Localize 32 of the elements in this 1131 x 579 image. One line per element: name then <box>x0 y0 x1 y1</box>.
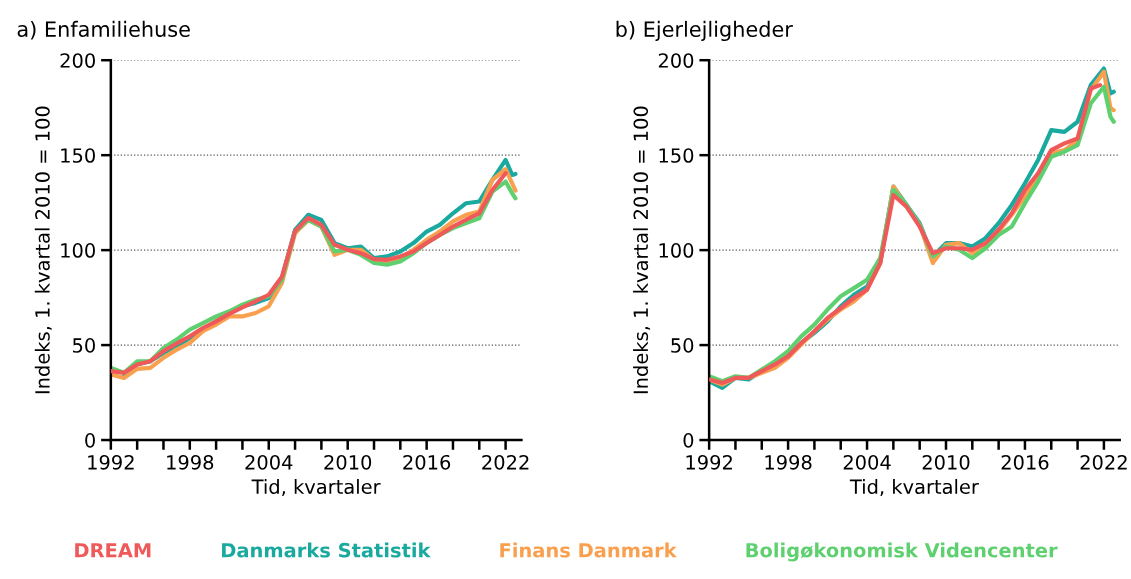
x-tick-label: 1992 <box>88 454 134 470</box>
x-tick-label: 1998 <box>167 454 214 470</box>
x-tick-label: 2004 <box>245 454 293 470</box>
text: DREAM <box>75 543 151 558</box>
x-axis-title: Tid, kvartaler <box>849 479 979 497</box>
x-tick-label: 2022 <box>1080 454 1127 470</box>
x-tick-label: 2004 <box>843 454 891 470</box>
y-tick-label: 50 <box>671 338 694 353</box>
y-axis-title: Indeks, 1. kvartal 2010 = 100 <box>633 106 651 394</box>
text: Danmarks Statistik <box>222 542 431 558</box>
y-tick-label: 100 <box>61 243 95 258</box>
y-tick-label: 0 <box>85 433 95 448</box>
y-tick-label: 200 <box>60 53 95 68</box>
x-tick-label: 2022 <box>482 454 529 470</box>
x-tick-label: 2016 <box>1001 454 1049 470</box>
x-tick-label: 2010 <box>324 454 372 470</box>
x-axis-title: Tid, kvartaler <box>251 479 381 497</box>
y-tick-label: 50 <box>73 338 95 353</box>
x-tick-label: 1998 <box>765 454 812 470</box>
y-tick-label: 0 <box>683 433 694 448</box>
x-tick-label: 2016 <box>403 454 451 470</box>
text: Finans Danmark <box>500 542 677 558</box>
y-tick-label: 150 <box>61 148 95 163</box>
chart-title: a) Enfamiliehuse <box>17 20 190 40</box>
chart-title: b) Ejerlejligheder <box>616 20 793 42</box>
text: Boligøkonomisk Videncenter <box>746 542 1058 562</box>
y-tick-label: 100 <box>659 243 694 258</box>
y-tick-label: 150 <box>659 148 694 163</box>
x-tick-label: 1992 <box>686 454 732 470</box>
x-tick-label: 2010 <box>922 454 970 470</box>
y-axis-title: Indeks, 1. kvartal 2010 = 100 <box>34 106 52 394</box>
y-tick-label: 200 <box>658 53 694 68</box>
